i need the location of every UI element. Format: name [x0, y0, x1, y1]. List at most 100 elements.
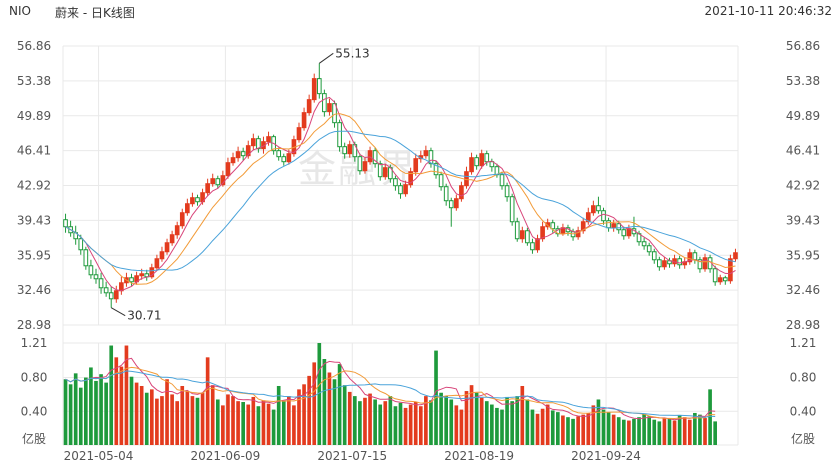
volume-bar: [322, 359, 327, 445]
volume-bar: [337, 364, 342, 445]
volume-bar: [155, 398, 159, 445]
candle-body: [296, 127, 302, 141]
volume-bar: [327, 372, 332, 445]
volume-bar: [312, 362, 317, 445]
volume-tick-label-left: 0.80: [21, 371, 48, 385]
candle-body: [357, 156, 363, 172]
candle-body: [250, 138, 256, 147]
candle-body: [301, 112, 307, 129]
candle-body: [149, 267, 155, 278]
y-tick-label-left: 56.86: [17, 39, 51, 53]
volume-bar: [677, 415, 682, 445]
volume-bar: [693, 412, 697, 445]
candle-body: [606, 220, 611, 229]
candle-body: [103, 287, 109, 294]
volume-bar: [236, 401, 240, 445]
candle-body: [382, 167, 388, 178]
volume-bar: [591, 405, 596, 445]
candle-body: [174, 225, 180, 236]
volume-bar: [657, 421, 662, 445]
volume-bar: [104, 382, 108, 445]
candle-body: [63, 219, 68, 228]
volume-bar: [129, 376, 134, 445]
volume-bar: [505, 396, 509, 445]
volume-bar: [642, 413, 646, 445]
volume-bar: [190, 396, 195, 445]
volume-bar: [418, 406, 423, 445]
volume-bar: [662, 418, 667, 445]
volume-bar: [332, 379, 337, 445]
volume-bar: [500, 409, 504, 445]
candle-body: [641, 241, 647, 247]
candle-body: [337, 122, 342, 148]
y-tick-label-right: 39.43: [786, 213, 820, 227]
candle-body: [585, 212, 591, 223]
volume-bar: [180, 385, 185, 445]
candle-body: [266, 136, 271, 143]
volume-bar: [388, 396, 393, 445]
candle-body: [575, 230, 581, 238]
candle-body: [489, 161, 495, 168]
y-tick-label-left: 42.92: [17, 179, 51, 193]
candle-body: [662, 260, 667, 268]
candle-body: [722, 277, 728, 282]
candle-body: [448, 200, 454, 209]
volume-bar: [205, 357, 210, 445]
volume-bar: [429, 400, 433, 445]
candle-body: [530, 242, 535, 251]
volume-bar: [479, 397, 484, 445]
volume-tick-label-right: 0.80: [790, 371, 817, 385]
y-tick-label-left: 39.43: [17, 213, 51, 227]
candle-body: [621, 229, 627, 237]
volume-bar: [119, 366, 124, 445]
candle-body: [169, 234, 175, 244]
y-tick-label-left: 46.41: [17, 144, 51, 158]
x-tick-label: 2021-09-24: [571, 449, 641, 463]
volume-bar: [469, 385, 474, 445]
candle-body: [535, 238, 540, 251]
candle-body: [316, 78, 322, 95]
volume-bar: [210, 385, 215, 445]
chart-title: 蔚来 - 日K线图: [55, 6, 135, 20]
y-tick-label-right: 49.89: [786, 109, 820, 123]
volume-bar: [449, 399, 454, 445]
candle-body: [591, 205, 596, 214]
timestamp: 2021-10-11 20:46:32: [704, 4, 832, 18]
candle-body: [540, 226, 545, 240]
volume-bar: [89, 367, 93, 445]
candle-body: [281, 156, 287, 163]
candle-body: [611, 223, 616, 229]
volume-bar: [484, 401, 489, 445]
volume-tick-label-left: 1.21: [21, 336, 48, 350]
candle-body: [464, 171, 469, 187]
volume-bar: [251, 396, 256, 445]
volume-bar: [652, 419, 657, 445]
volume-bar: [413, 402, 418, 445]
candle-body: [469, 157, 474, 173]
volume-bar: [611, 414, 616, 445]
volume-bar: [317, 343, 322, 445]
candle-body: [428, 150, 434, 165]
volume-bar: [297, 389, 301, 445]
volume-bar: [241, 402, 245, 445]
volume-bar: [464, 391, 469, 445]
volume-bar: [550, 410, 555, 445]
volume-ma10-line: [65, 366, 716, 420]
candle-body: [474, 157, 479, 167]
candle-body: [377, 163, 383, 178]
volume-bar: [474, 392, 479, 445]
volume-bar: [215, 399, 220, 445]
candle-body: [83, 249, 89, 267]
candle-body: [733, 252, 738, 260]
volume-bar: [200, 392, 205, 445]
volume-bar: [363, 397, 367, 445]
candle-body: [372, 150, 378, 165]
candle-body: [98, 278, 104, 289]
y-tick-label-right: 46.41: [786, 144, 820, 158]
candle-body: [514, 221, 520, 240]
volume-bar: [256, 406, 261, 445]
volume-bar: [99, 374, 103, 445]
candle-body: [108, 292, 114, 300]
candle-body: [438, 174, 444, 188]
